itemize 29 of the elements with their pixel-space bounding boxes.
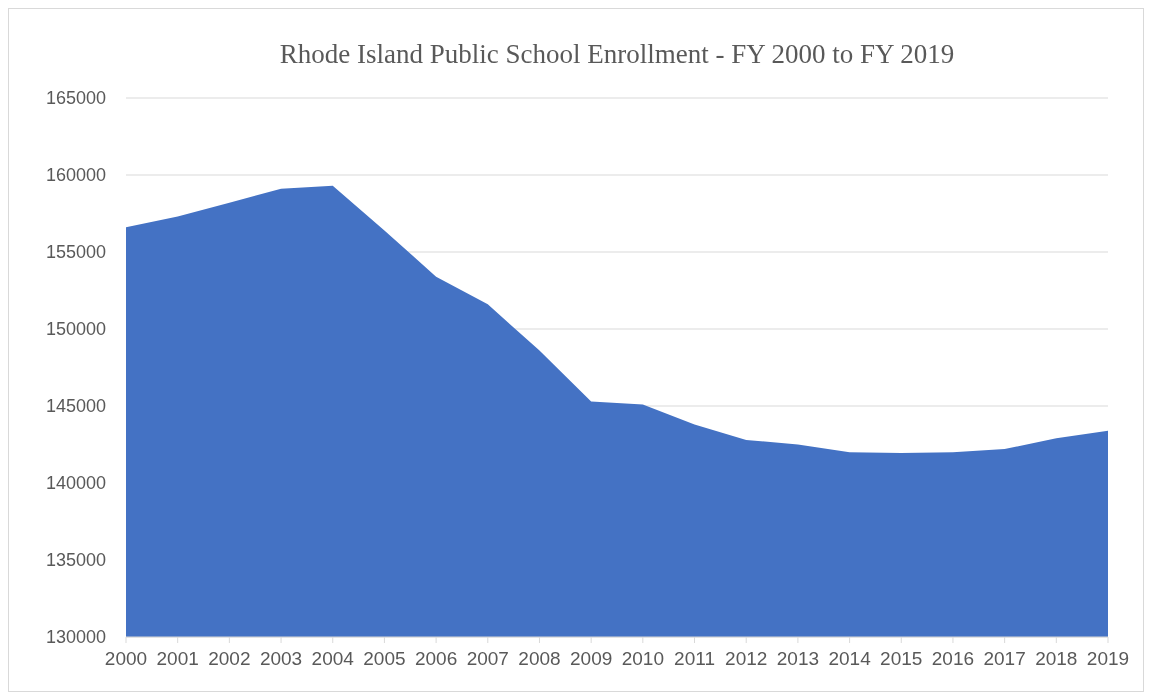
x-tick-label: 2007 xyxy=(466,648,509,669)
x-tick-label: 2006 xyxy=(414,648,458,669)
x-tick-label: 2018 xyxy=(1035,648,1078,669)
y-tick-label: 150000 xyxy=(45,319,106,340)
x-tick-label: 2017 xyxy=(983,648,1026,669)
x-tick-label: 2001 xyxy=(156,648,199,669)
y-tick-label: 160000 xyxy=(45,165,106,186)
chart-title: Rhode Island Public School Enrollment - FY 2000 to FY 2019 xyxy=(279,39,955,69)
y-tick-label: 155000 xyxy=(45,242,106,263)
x-tick-label: 2000 xyxy=(104,648,148,669)
x-tick-label: 2009 xyxy=(570,648,613,669)
x-tick-label: 2004 xyxy=(311,648,355,669)
y-tick-label: 165000 xyxy=(45,88,106,109)
y-tick-label: 140000 xyxy=(45,473,106,494)
x-tick-label: 2011 xyxy=(674,648,715,669)
x-tick-label: 2013 xyxy=(776,648,820,669)
x-tick-label: 2003 xyxy=(259,648,303,669)
x-tick-label: 2012 xyxy=(725,648,768,669)
y-tick-label: 135000 xyxy=(45,550,106,571)
x-tick-label: 2005 xyxy=(363,648,406,669)
y-tick-label: 145000 xyxy=(45,396,106,417)
x-tick-label: 2015 xyxy=(880,648,923,669)
x-tick-label: 2002 xyxy=(208,648,251,669)
x-tick-label: 2010 xyxy=(621,648,664,669)
x-tick-label: 2016 xyxy=(931,648,975,669)
y-tick-label: 130000 xyxy=(45,627,106,648)
x-tick-label: 2008 xyxy=(518,648,561,669)
x-tick-label: 2019 xyxy=(1086,648,1130,669)
x-tick-label: 2014 xyxy=(828,648,872,669)
